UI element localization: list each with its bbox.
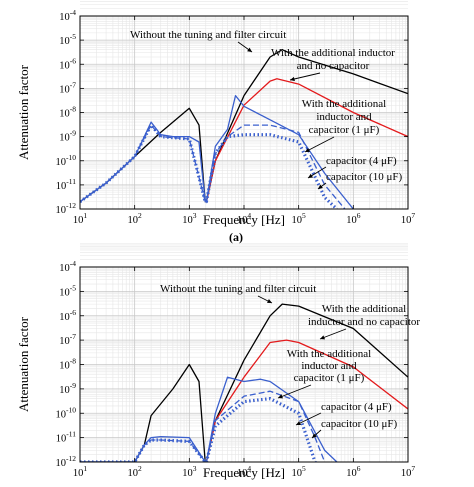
series-black <box>80 303 408 462</box>
annotation-arrowhead <box>296 421 301 425</box>
y-tick-label: 10-9 <box>59 129 76 144</box>
annotation-label: capacitor (10 μF) <box>326 171 402 183</box>
annotation-arrow <box>295 412 322 426</box>
y-axis-label: Attenuation factor <box>16 64 31 160</box>
x-axis-label: Frequency [Hz] <box>203 465 285 480</box>
x-tick-label: 105 <box>292 464 307 479</box>
annotation-arrowhead <box>305 148 310 152</box>
annotation-label: and no capacitor <box>297 60 370 72</box>
y-tick-label: 10-12 <box>56 201 77 216</box>
y-tick-label: 10-7 <box>59 80 76 95</box>
y-tick-label: 10-9 <box>59 381 76 396</box>
y-tick-label: 10-6 <box>59 56 76 71</box>
annotation-arrowhead <box>278 394 283 399</box>
series-blue-dotted <box>80 123 338 209</box>
x-tick-label: 107 <box>401 464 416 479</box>
x-tick-label: 106 <box>346 464 361 479</box>
annotation-arrowhead <box>308 173 313 178</box>
y-tick-label: 10-11 <box>56 430 76 445</box>
annotation-arrowhead <box>267 299 272 303</box>
annotation-arrowhead <box>312 433 317 438</box>
annotation-arrow <box>304 136 335 153</box>
y-tick-label: 10-4 <box>59 259 76 274</box>
annotation-arrowhead <box>318 184 323 189</box>
x-tick-label: 102 <box>128 211 143 226</box>
chart-panel-2: 101 102 103 104 105 106 107 10-12 10-11 10-10 10-9… <box>16 243 420 487</box>
x-tick-label: 104 <box>237 211 252 226</box>
y-tick-label: 10-5 <box>59 283 76 298</box>
panel-label: (a) <box>229 230 243 244</box>
annotation-label: capacitor (1 μF) <box>294 372 365 384</box>
annotation-arrow <box>289 72 321 81</box>
annotation-label: With the additional <box>287 348 371 360</box>
y-tick-label: 10-6 <box>59 308 76 323</box>
annotation-label: With the additional <box>322 303 406 315</box>
x-tick-label: 101 <box>73 211 88 226</box>
series-group <box>80 303 408 462</box>
annotation-label: Without the tuning and filter circuit <box>130 29 286 41</box>
annotation-arrowhead <box>290 76 295 82</box>
annotation-label: inductor and no capacitor <box>308 316 420 328</box>
x-tick-label: 107 <box>401 211 416 226</box>
series-blue-dotted <box>80 397 317 462</box>
y-tick-label: 10-5 <box>59 32 76 47</box>
y-tick-label: 10-7 <box>59 332 76 347</box>
x-tick-label: 104 <box>237 464 252 479</box>
x-axis-label: Frequency [Hz] <box>203 212 285 227</box>
annotation-label: capacitor (10 μF) <box>321 418 397 430</box>
x-tick-label: 101 <box>73 464 88 479</box>
series-red <box>205 78 408 202</box>
chart-panel-1: 101 102 103 104 105 106 107 10-12 10-11 10-10 10-9… <box>16 1 416 244</box>
annotation-arrow <box>277 384 312 399</box>
annotation-label: Without the tuning and filter circuit <box>160 283 316 295</box>
y-tick-label: 10-10 <box>56 153 77 168</box>
annotation-label: capacitor (4 μF) <box>321 401 392 413</box>
x-tick-label: 106 <box>346 211 361 226</box>
x-tick-label: 102 <box>128 464 143 479</box>
y-tick-label: 10-8 <box>59 105 76 120</box>
x-tick-label: 103 <box>182 464 197 479</box>
annotation-label: inductor and <box>301 360 357 372</box>
y-tick-label: 10-10 <box>56 405 77 420</box>
x-tick-label: 103 <box>182 211 197 226</box>
series-red <box>205 339 408 462</box>
series-group <box>80 49 408 209</box>
y-axis-label: Attenuation factor <box>16 316 31 412</box>
annotation-arrow <box>319 328 347 340</box>
annotation-label: inductor and <box>316 111 372 123</box>
annotation-label: With the additional inductor <box>271 47 395 59</box>
annotation-arrowhead <box>320 335 325 340</box>
y-tick-label: 10-4 <box>59 8 76 23</box>
annotation-arrowhead <box>247 47 252 52</box>
y-tick-label: 10-12 <box>56 454 77 469</box>
annotation-label: capacitor (4 μF) <box>326 155 397 167</box>
y-tick-label: 10-8 <box>59 357 76 372</box>
annotation-label: capacitor (1 μF) <box>309 124 380 136</box>
series-blue-dashed <box>80 390 326 462</box>
y-tick-label: 10-11 <box>56 177 76 192</box>
annotation-label: With the additional <box>302 98 386 110</box>
x-tick-label: 105 <box>292 211 307 226</box>
